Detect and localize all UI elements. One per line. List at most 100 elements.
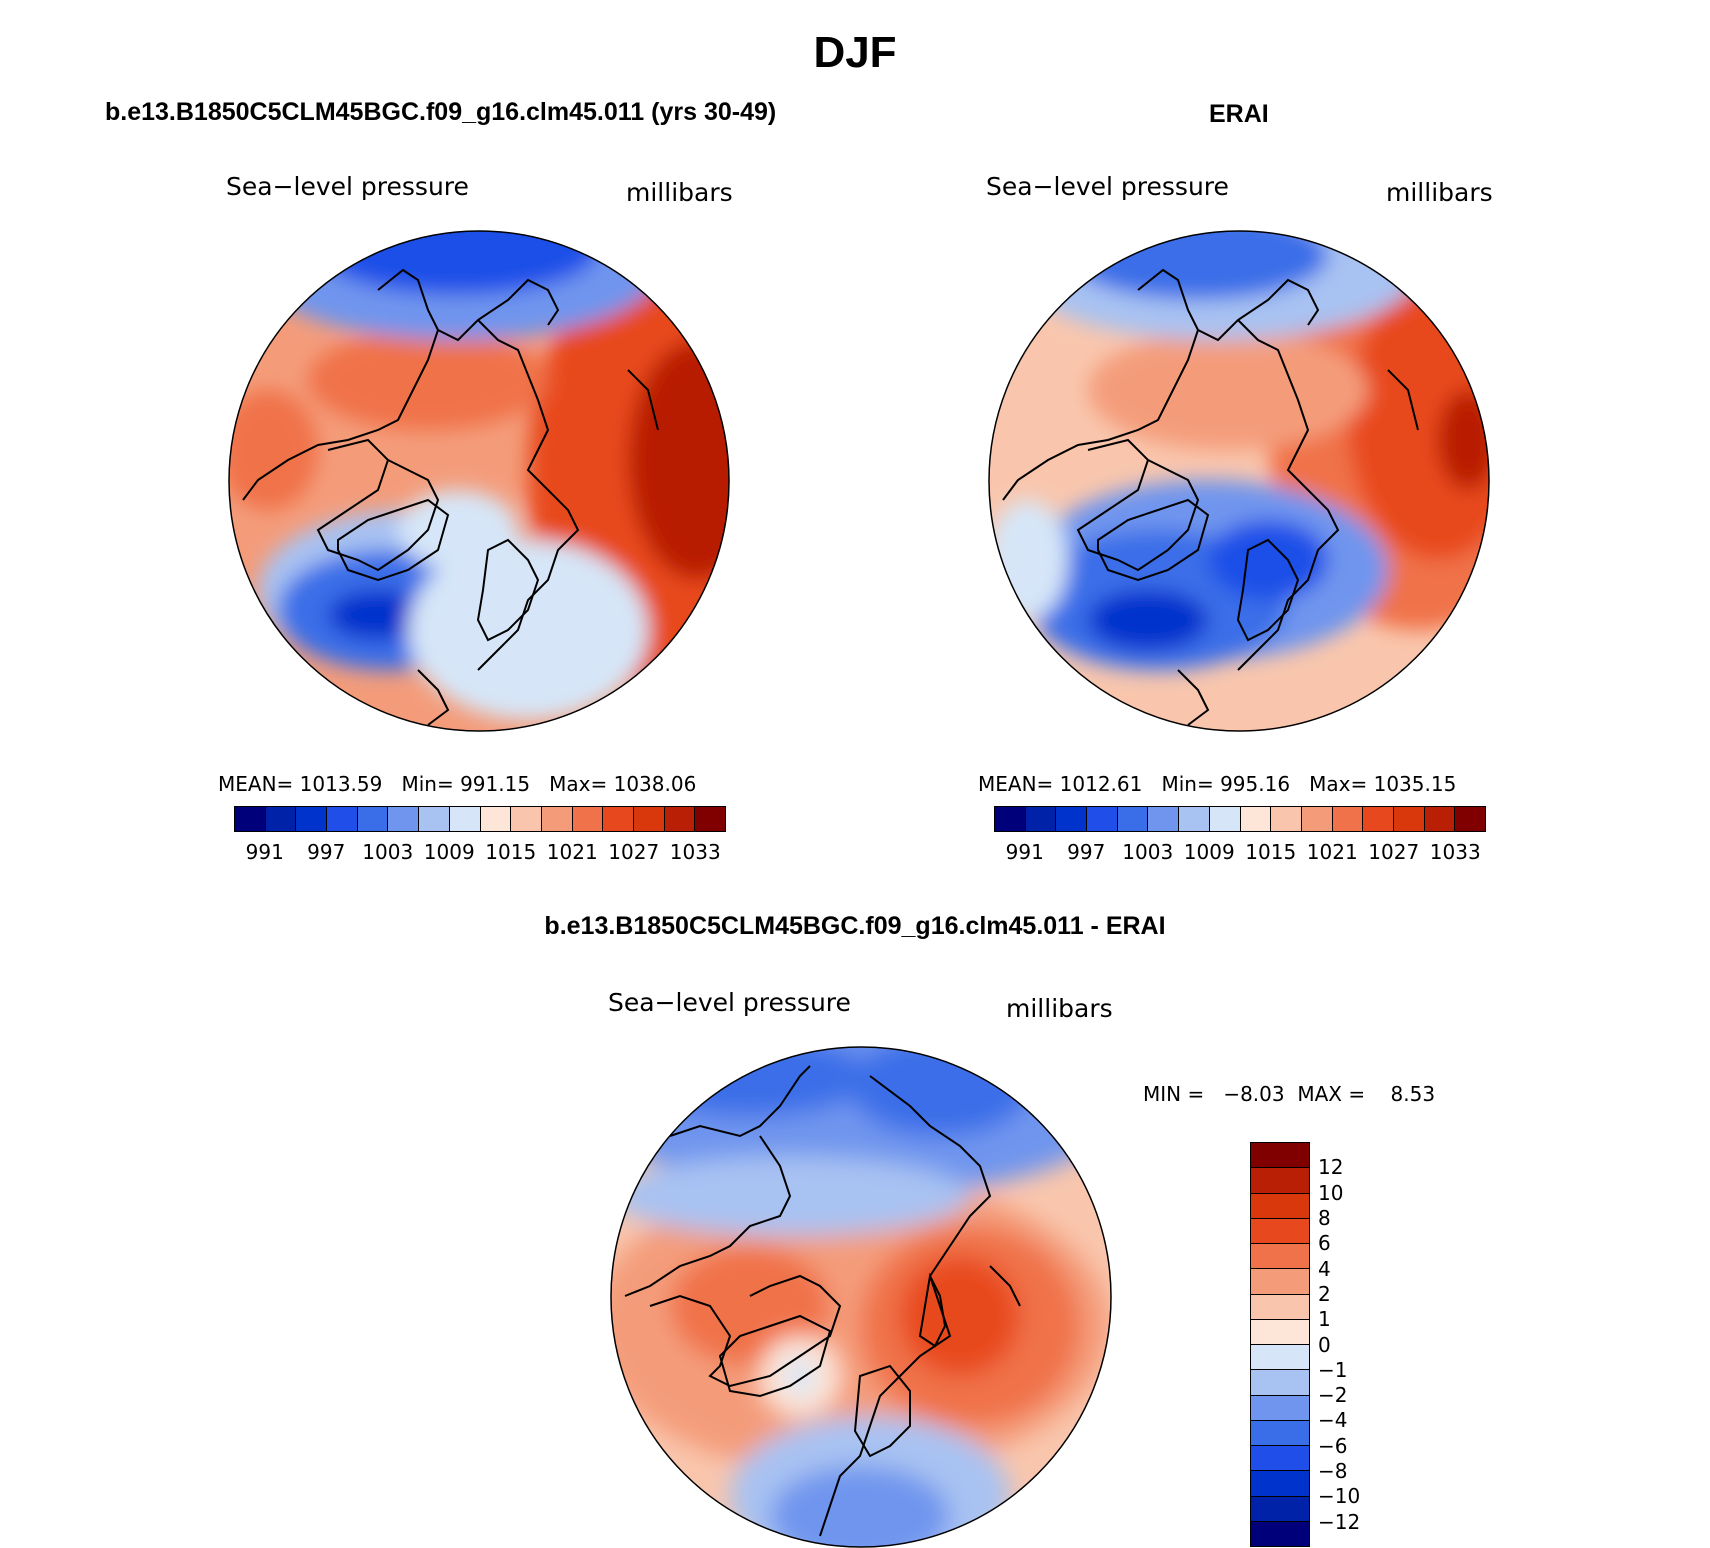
model-max-value: 1038.06 [613, 772, 697, 796]
diff-colorbar-label: −6 [1318, 1433, 1348, 1458]
diff-slp-field [611, 1047, 1111, 1547]
model-coastlines [242, 268, 659, 726]
diff-colorbar-label: 6 [1318, 1231, 1331, 1256]
model-colorbar-label: 1015 [485, 840, 537, 864]
diff-colorbar-swatch [1251, 1294, 1309, 1320]
diff-colorbar-swatch [1251, 1143, 1309, 1169]
obs-colorbar-label: 1033 [1429, 840, 1481, 864]
diff-colorbar-label: 12 [1318, 1155, 1344, 1180]
obs-variable-label: Sea−level pressure [986, 172, 1229, 201]
obs-colorbar-swatch [1301, 807, 1333, 831]
model-colorbar-swatch [235, 807, 266, 831]
model-colorbar-label: 1021 [546, 840, 598, 864]
diff-polar-map [610, 1046, 1112, 1548]
diff-colorbar-swatch [1251, 1496, 1309, 1522]
model-colorbar-label: 997 [307, 840, 346, 864]
obs-colorbar-label: 991 [1005, 840, 1044, 864]
model-mean-label: MEAN= [218, 772, 294, 796]
model-map-border [228, 230, 730, 732]
model-colorbar-swatch [265, 807, 297, 831]
diff-min-value: −8.03 [1223, 1082, 1285, 1106]
obs-slp-field [989, 231, 1489, 731]
diff-colorbar-label: −4 [1318, 1408, 1348, 1433]
obs-max-label: Max= [1309, 772, 1368, 796]
model-max-label: Max= [549, 772, 608, 796]
obs-max-value: 1035.15 [1373, 772, 1457, 796]
obs-colorbar-swatch [1179, 807, 1210, 831]
obs-colorbar-swatch [1087, 807, 1118, 831]
obs-colorbar-label: 1003 [1122, 840, 1174, 864]
model-colorbar-swatch [633, 807, 665, 831]
diff-colorbar-label: −8 [1318, 1459, 1348, 1484]
obs-colorbar-label: 1015 [1245, 840, 1297, 864]
obs-colorbar-swatch [1117, 807, 1149, 831]
diff-colorbar-swatch [1251, 1420, 1309, 1446]
obs-colorbar-swatch [1424, 807, 1456, 831]
obs-colorbar-label: 1009 [1183, 840, 1235, 864]
obs-colorbar-swatch [1363, 807, 1394, 831]
diff-colorbar-swatch [1251, 1244, 1309, 1270]
diff-colorbar-label: −12 [1318, 1509, 1361, 1534]
model-colorbar-label: 1003 [362, 840, 414, 864]
obs-colorbar-swatch [1393, 807, 1425, 831]
model-units-label: millibars [626, 178, 733, 207]
model-colorbar-label: 1033 [669, 840, 721, 864]
diff-units-label: millibars [1006, 994, 1113, 1023]
model-colorbar-swatch [357, 807, 389, 831]
obs-polar-map [988, 230, 1490, 732]
model-colorbar-swatch [572, 807, 604, 831]
diff-colorbar-label: 1 [1318, 1307, 1331, 1332]
diff-colorbar-swatch [1251, 1168, 1309, 1194]
obs-panel-title: ERAI [1209, 100, 1269, 128]
model-colorbar-label: 1027 [608, 840, 660, 864]
model-colorbar-swatch [695, 807, 725, 831]
model-polar-map [228, 230, 730, 732]
model-colorbar-swatch [541, 807, 573, 831]
obs-colorbar-swatch [995, 807, 1026, 831]
diff-colorbar-swatch [1251, 1395, 1309, 1421]
diff-stats: MIN = −8.03 MAX = 8.53 [1143, 1082, 1435, 1106]
diff-colorbar-labels: 12 10 8 6 4 2 1 0 −1 −2 −4 −6 −8 −10 −12 [1318, 1142, 1378, 1547]
model-colorbar-swatch [327, 807, 358, 831]
obs-colorbar-label: 997 [1067, 840, 1106, 864]
diff-max-value: 8.53 [1390, 1082, 1436, 1106]
model-min-label: Min= [401, 772, 454, 796]
diff-colorbar-swatch [1251, 1471, 1309, 1497]
model-mean-value: 1013.59 [299, 772, 383, 796]
diff-min-label: MIN = [1143, 1082, 1205, 1106]
model-colorbar-swatch [480, 807, 512, 831]
obs-colorbar-label: 1027 [1368, 840, 1420, 864]
obs-colorbar [994, 806, 1486, 832]
model-stats: MEAN= 1013.59 Min= 991.15 Max= 1038.06 [218, 772, 696, 796]
model-colorbar-swatch [388, 807, 420, 831]
diff-colorbar-swatch [1251, 1218, 1309, 1244]
diff-colorbar-swatch [1251, 1269, 1309, 1295]
model-colorbar-labels: 991 997 1003 1009 1015 1021 1027 1033 [234, 840, 726, 866]
obs-colorbar-swatch [1455, 807, 1485, 831]
obs-colorbar-swatch [1240, 807, 1272, 831]
diff-colorbar-swatch [1251, 1319, 1309, 1345]
obs-colorbar-swatch [1056, 807, 1088, 831]
diff-variable-label: Sea−level pressure [608, 988, 851, 1017]
model-colorbar-label: 1009 [423, 840, 475, 864]
diff-colorbar-swatch [1251, 1345, 1309, 1371]
main-title: DJF [813, 28, 897, 77]
obs-min-value: 995.16 [1220, 772, 1291, 796]
obs-min-label: Min= [1161, 772, 1214, 796]
diff-panel-title: b.e13.B1850C5CLM45BGC.f09_g16.clm45.011 … [544, 912, 1166, 940]
obs-colorbar-label: 1021 [1306, 840, 1358, 864]
obs-mean-label: MEAN= [978, 772, 1054, 796]
model-colorbar-label: 991 [245, 840, 284, 864]
model-slp-field [229, 231, 729, 731]
diff-max-label: MAX = [1297, 1082, 1366, 1106]
diff-colorbar-swatch [1251, 1193, 1309, 1219]
obs-colorbar-labels: 991 997 1003 1009 1015 1021 1027 1033 [994, 840, 1486, 866]
diff-colorbar-swatch [1251, 1370, 1309, 1396]
model-colorbar-swatch [419, 807, 450, 831]
model-colorbar-swatch [511, 807, 542, 831]
obs-stats: MEAN= 1012.61 Min= 995.16 Max= 1035.15 [978, 772, 1456, 796]
diff-colorbar-swatch [1251, 1446, 1309, 1472]
obs-units-label: millibars [1386, 178, 1493, 207]
diff-colorbar-label: 4 [1318, 1256, 1331, 1281]
obs-mean-value: 1012.61 [1059, 772, 1143, 796]
